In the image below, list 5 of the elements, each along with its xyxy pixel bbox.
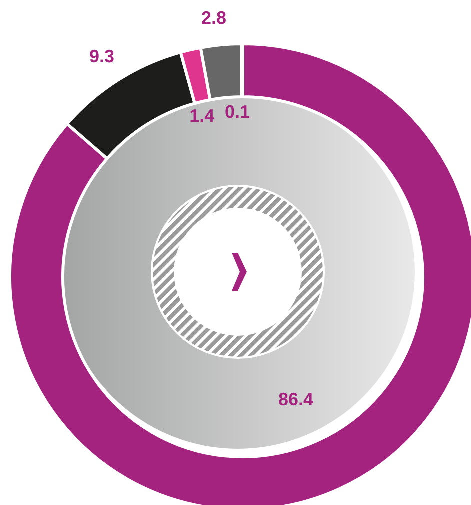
data-label: 2.8 xyxy=(201,8,227,28)
data-label: 1.4 xyxy=(190,106,215,126)
data-label: 9.3 xyxy=(90,46,115,66)
data-label: 0.1 xyxy=(224,102,250,122)
data-label: 86.4 xyxy=(278,389,314,410)
